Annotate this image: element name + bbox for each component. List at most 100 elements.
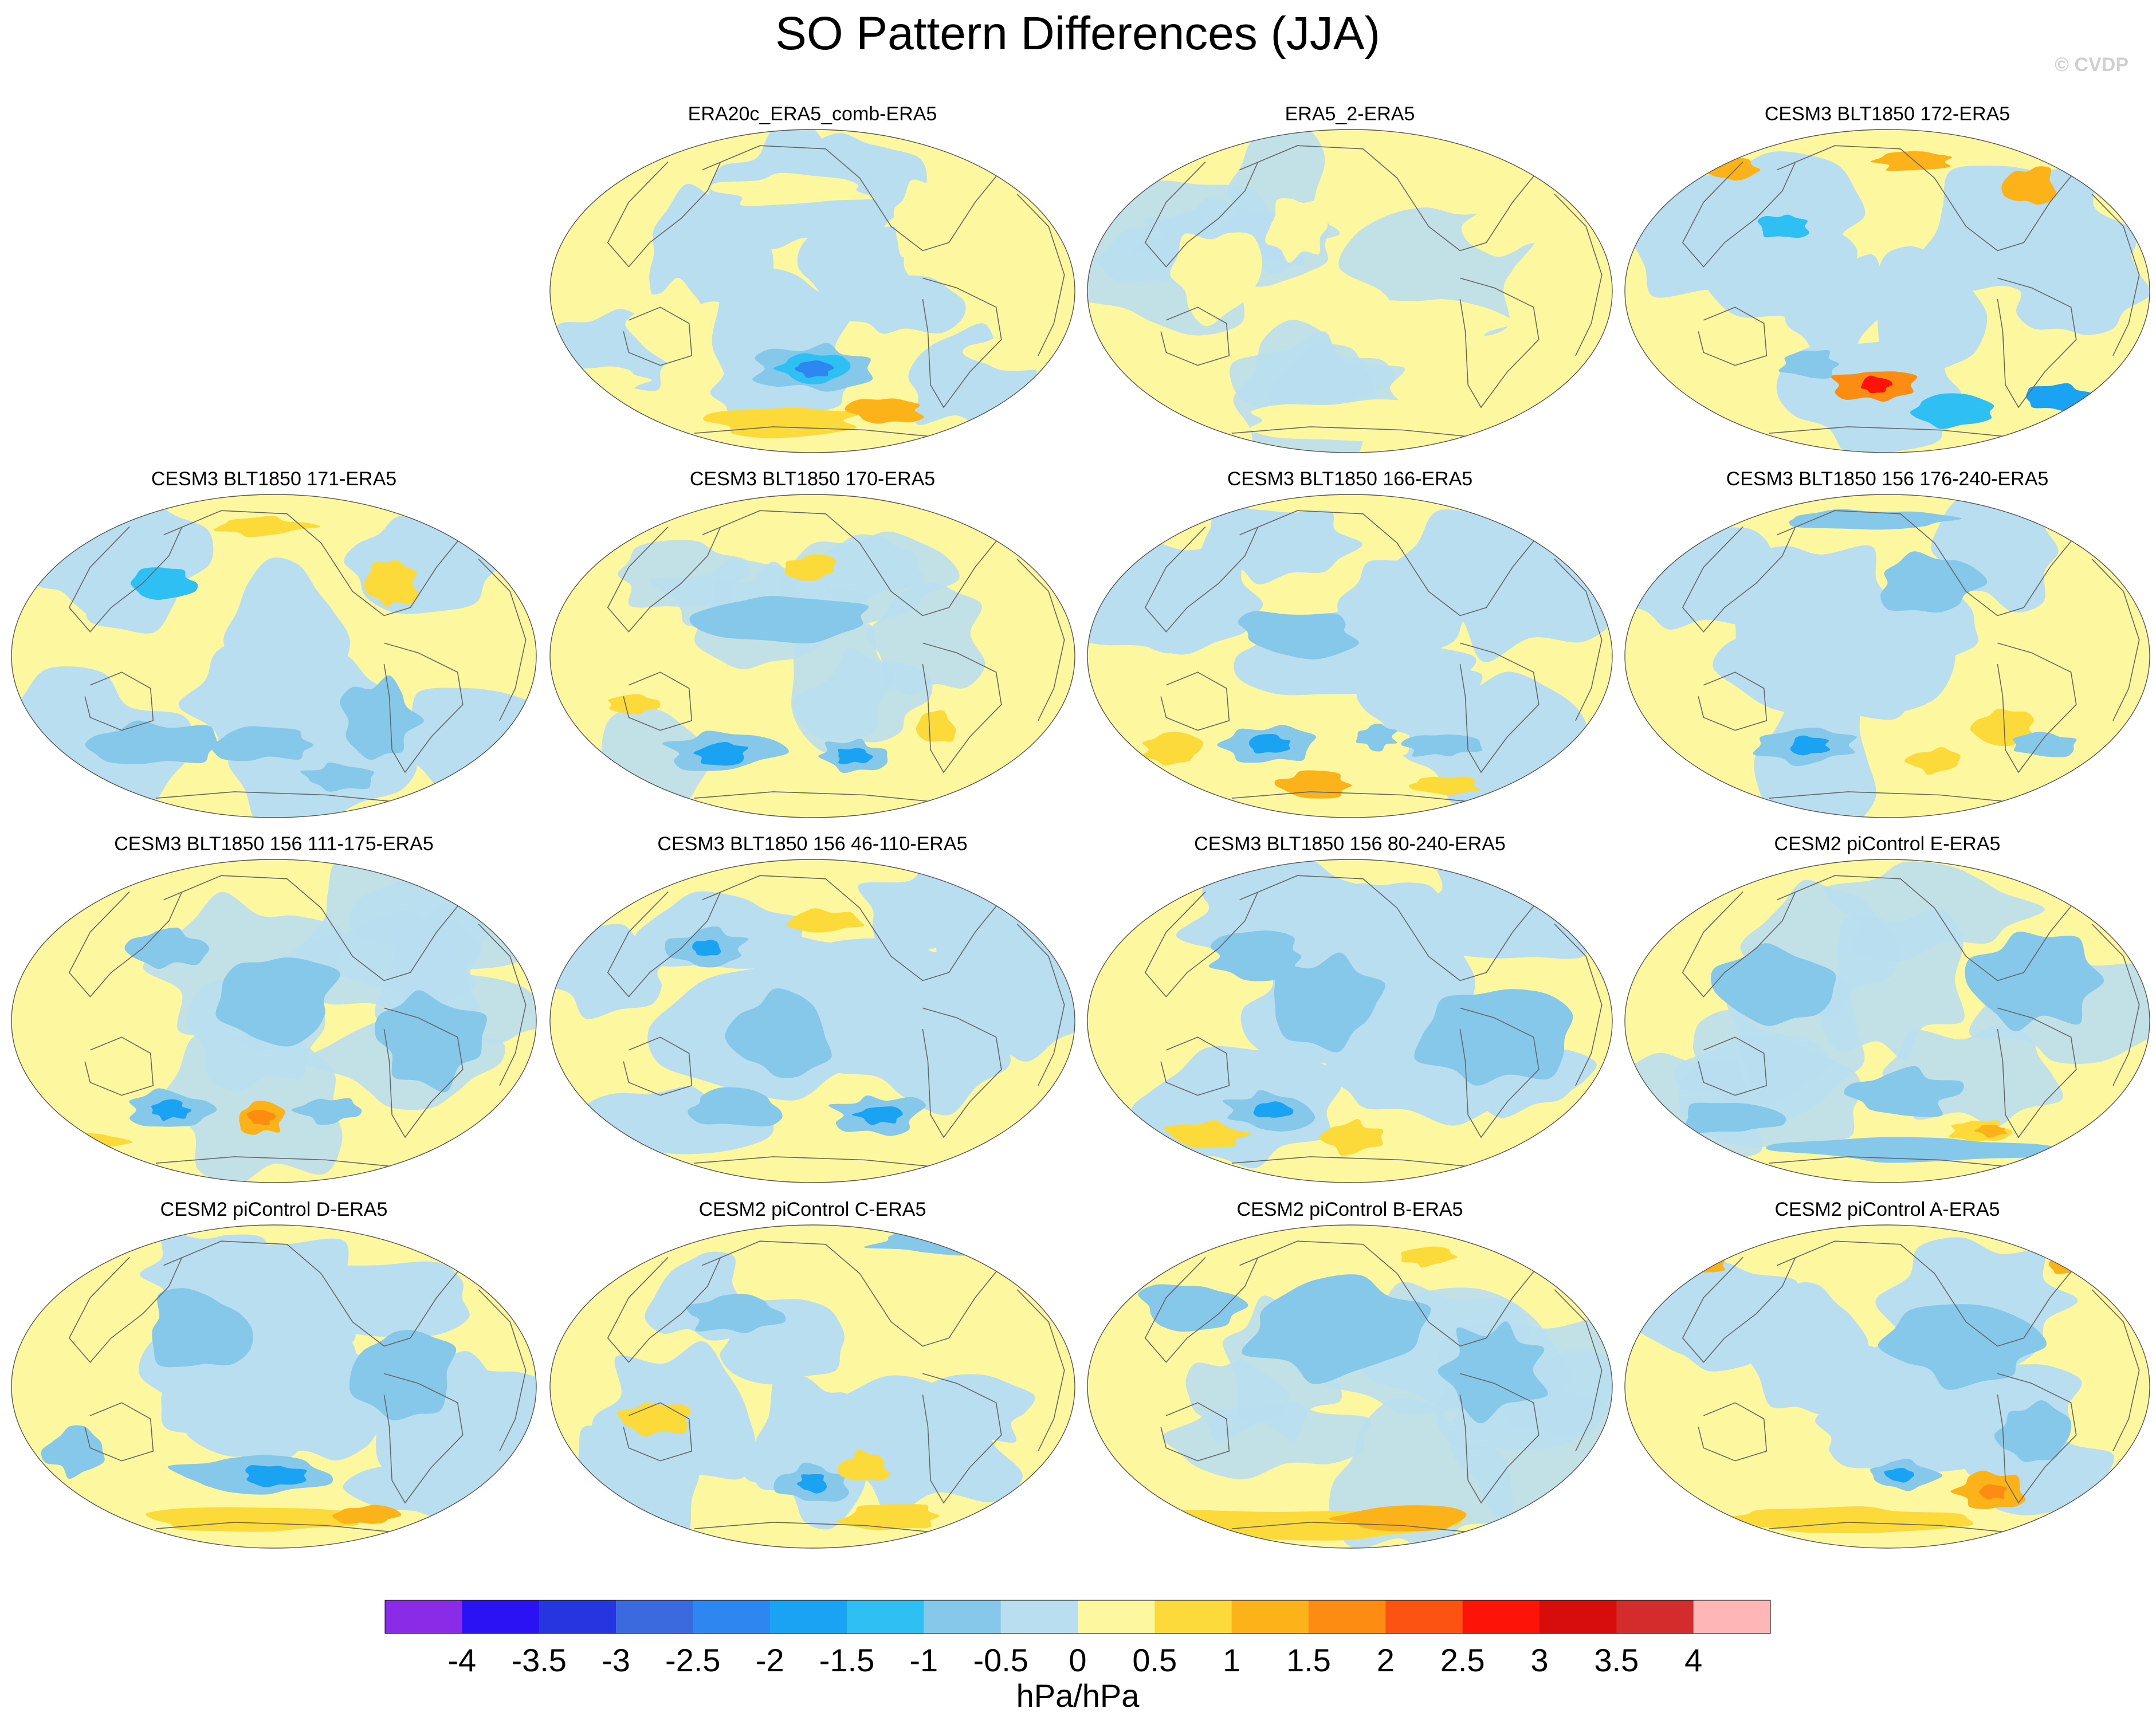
contour-region bbox=[820, 534, 925, 603]
map-outline bbox=[1624, 129, 2150, 453]
coastline bbox=[1144, 161, 1259, 268]
coastline bbox=[607, 526, 721, 633]
colorbar-tick-label: 2.5 bbox=[1440, 1642, 1485, 1678]
contour-region bbox=[349, 1330, 457, 1421]
coastline bbox=[922, 642, 1002, 773]
contour-region bbox=[1253, 1101, 1294, 1118]
colorbar-tick-label: -2.5 bbox=[665, 1642, 721, 1678]
contour-region bbox=[618, 540, 750, 608]
coastline bbox=[84, 1402, 154, 1462]
contour-region bbox=[1265, 198, 1328, 263]
colorbar-swatch bbox=[693, 1600, 771, 1633]
colorbar: -4 -3.5 -3 -2.5 -2 -1.5 -1 -0.5 0 0.5 1 1.5 2 2.5 3 3.5… bbox=[384, 1600, 1771, 1714]
contour-region bbox=[1138, 1284, 1248, 1332]
coastline bbox=[1016, 924, 1065, 1086]
coastline bbox=[1239, 145, 1540, 252]
contour-region bbox=[851, 1106, 903, 1125]
coastline bbox=[1459, 1007, 1540, 1138]
colorbar-tick-label: 1.5 bbox=[1286, 1642, 1331, 1678]
anomaly-field bbox=[11, 1225, 536, 1548]
contour-region bbox=[340, 675, 425, 760]
contour-region bbox=[1249, 734, 1291, 754]
coastline bbox=[1239, 510, 1540, 616]
coastline bbox=[702, 875, 1002, 981]
colorbar-tick-label: 1 bbox=[1223, 1642, 1240, 1678]
contour-region bbox=[784, 554, 837, 581]
panel-title: ERA5_2-ERA5 bbox=[1285, 103, 1415, 125]
colorbar-swatch bbox=[462, 1600, 540, 1633]
contour-region bbox=[1176, 859, 1385, 951]
panel-title: CESM3 BLT1850 172-ERA5 bbox=[1765, 103, 2010, 125]
anomaly-field bbox=[1087, 1225, 1612, 1548]
colorbar-swatch bbox=[1616, 1600, 1694, 1633]
contour-region bbox=[1164, 1120, 1252, 1149]
contour-region bbox=[2013, 732, 2077, 757]
coastline bbox=[1144, 891, 1259, 998]
map-outline bbox=[1087, 129, 1613, 453]
anomaly-field bbox=[1087, 494, 1612, 818]
map-panel: CESM2 piControl D-ERA5 bbox=[11, 1199, 537, 1549]
contour-region bbox=[1223, 1295, 1342, 1441]
coastline bbox=[163, 875, 464, 981]
contour-region bbox=[1022, 896, 1048, 914]
coastline bbox=[1144, 526, 1259, 633]
colorbar-tick-label: 0 bbox=[1069, 1642, 1086, 1678]
coastline bbox=[1682, 1256, 1796, 1363]
coastline bbox=[2091, 924, 2140, 1086]
coastline bbox=[702, 1240, 1002, 1347]
contour-region bbox=[1870, 151, 1952, 171]
panel-title: CESM2 piControl C-ERA5 bbox=[699, 1199, 926, 1220]
contour-region bbox=[725, 988, 832, 1078]
contour-region bbox=[152, 1288, 253, 1368]
contour-region bbox=[1139, 732, 1204, 766]
coastline bbox=[1698, 671, 1768, 731]
map-panel: CESM3 BLT1850 171-ERA5 bbox=[11, 468, 537, 818]
contour-region bbox=[2011, 240, 2150, 335]
coastline bbox=[1160, 671, 1230, 731]
map-panel: CESM3 BLT1850 172-ERA5 bbox=[1624, 103, 2150, 453]
coastline bbox=[1459, 642, 1540, 773]
colorbar-swatch bbox=[1154, 1600, 1232, 1633]
coastline bbox=[1698, 1402, 1768, 1462]
coastline bbox=[163, 1240, 464, 1347]
colorbar-tick-label: 0.5 bbox=[1132, 1642, 1177, 1678]
contour-region bbox=[300, 762, 375, 792]
contour-region bbox=[688, 1087, 783, 1127]
contour-region bbox=[1087, 588, 1248, 655]
coastline bbox=[1459, 1373, 1540, 1504]
panel-title: CESM3 BLT1850 170-ERA5 bbox=[690, 468, 935, 490]
contour-region bbox=[85, 720, 217, 764]
coastline bbox=[1682, 161, 1796, 268]
figure-title: SO Pattern Differences (JJA) bbox=[775, 7, 1380, 60]
cvdp-watermark: © CVDP bbox=[2055, 54, 2128, 76]
colorbar-tick-label: -1 bbox=[909, 1642, 938, 1678]
coastline bbox=[2091, 559, 2140, 721]
contour-region bbox=[787, 908, 865, 933]
contour-region bbox=[692, 940, 721, 956]
contour-region bbox=[1789, 509, 1962, 530]
contour-region bbox=[845, 398, 924, 424]
contour-region bbox=[1880, 551, 1988, 613]
coastline bbox=[1997, 1373, 2077, 1504]
panel-title: CESM3 BLT1850 156 46-110-ERA5 bbox=[657, 833, 967, 855]
panel-title: CESM3 BLT1850 156 111-175-ERA5 bbox=[114, 833, 434, 855]
anomaly-field bbox=[1625, 129, 2150, 453]
colorbar-swatch bbox=[1231, 1600, 1309, 1633]
map-outline bbox=[549, 129, 1075, 453]
contour-region bbox=[1878, 1304, 2047, 1390]
contour-region bbox=[703, 407, 863, 438]
coastline bbox=[478, 1289, 527, 1452]
coastline bbox=[155, 1522, 392, 1533]
coastline bbox=[1698, 307, 1768, 366]
contour-region bbox=[1242, 1274, 1431, 1384]
contour-region bbox=[1625, 175, 1844, 298]
coastline bbox=[68, 1256, 183, 1363]
contour-region bbox=[916, 710, 956, 742]
map-outline bbox=[1087, 494, 1613, 818]
map-panel: CESM3 BLT1850 156 46-110-ERA5 bbox=[549, 833, 1075, 1183]
coastline bbox=[1682, 526, 1796, 633]
map-outline bbox=[1087, 859, 1613, 1183]
coastline bbox=[1769, 1522, 2006, 1533]
anomaly-field bbox=[1625, 494, 2150, 818]
coastline bbox=[607, 891, 721, 998]
